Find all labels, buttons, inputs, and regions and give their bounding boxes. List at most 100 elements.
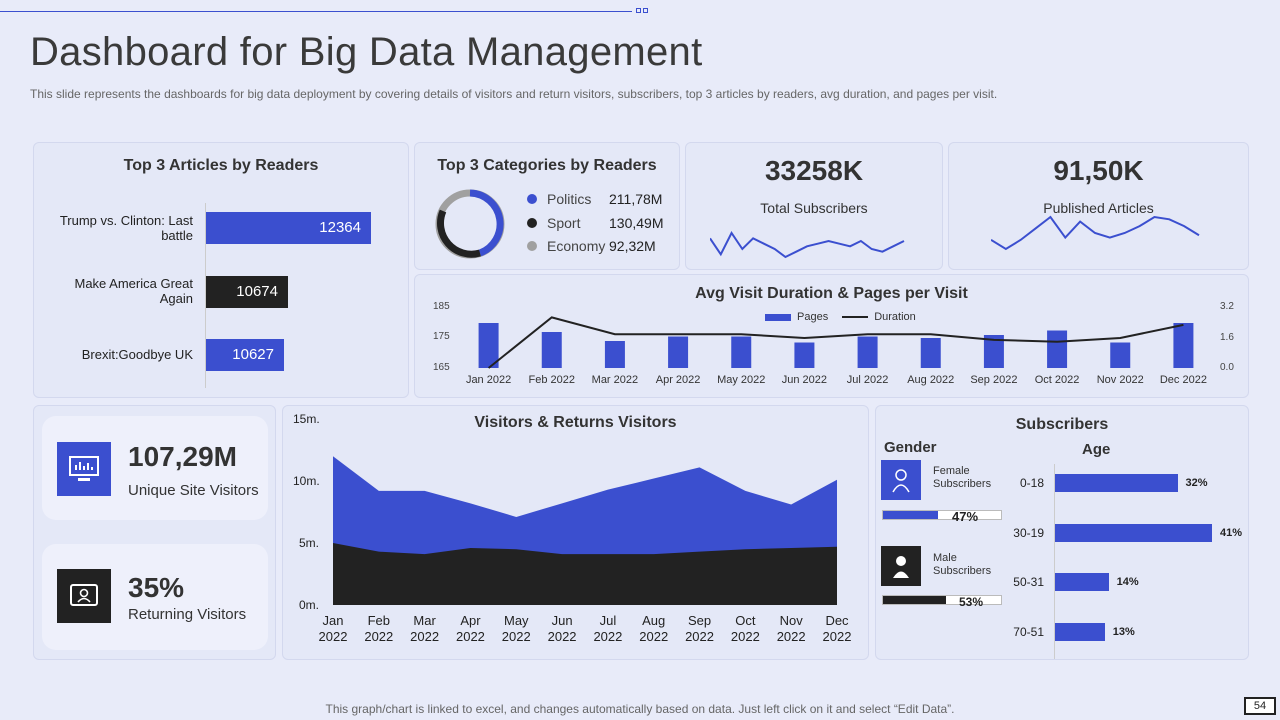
gender-title: Gender: [884, 439, 937, 456]
legend-dot: [527, 241, 537, 251]
female-pct: 47%: [952, 509, 979, 524]
x-tick: Dec 2022: [1159, 374, 1207, 386]
x-tick: Feb 2022: [528, 374, 575, 386]
legend-dot: [527, 218, 537, 228]
age-label: 0-18: [1019, 476, 1044, 490]
category-name: Economy: [547, 238, 606, 254]
x-tick: Feb 2022: [364, 613, 394, 644]
visitors-area-chart[interactable]: [283, 406, 870, 661]
age-bar[interactable]: [1055, 474, 1178, 492]
page-subtitle: This slide represents the dashboards for…: [30, 87, 998, 101]
pages-bar[interactable]: [1173, 323, 1194, 368]
top-decoration: [636, 8, 648, 13]
visitors-title: Visitors & Returns Visitors: [474, 414, 677, 431]
pages-bar[interactable]: [1110, 342, 1131, 369]
age-label: 30-19: [1013, 525, 1044, 540]
male-label: Male Subscribers: [933, 552, 992, 577]
article-bar[interactable]: 12364: [206, 212, 371, 244]
categories-title: Top 3 Categories by Readers: [437, 157, 657, 174]
donut-slice-politics[interactable]: [469, 189, 504, 257]
y2-tick: 1.6: [1220, 332, 1234, 343]
x-tick: Mar 2022: [410, 613, 440, 644]
age-bar[interactable]: [1055, 573, 1109, 591]
unique-visitors-label: Unique Site Visitors: [128, 482, 259, 499]
category-value: 130,49M: [609, 215, 664, 231]
pages-bar[interactable]: [857, 336, 878, 369]
x-tick: Jun 2022: [547, 613, 577, 644]
x-tick: Dec 2022: [822, 613, 852, 644]
pages-bar[interactable]: [541, 332, 562, 368]
category-value: 92,32M: [609, 238, 656, 254]
visitors-card[interactable]: Visitors & Returns Visitors 15m. 10m. 5m…: [282, 405, 869, 660]
male-user-icon: [881, 546, 921, 586]
age-title: Age: [1082, 441, 1111, 458]
pages-bar[interactable]: [920, 338, 941, 368]
y-tick: 175: [433, 331, 450, 342]
articles-card[interactable]: Top 3 Articles by Readers Trump vs. Clin…: [33, 142, 409, 398]
category-row: Sport 130,49M: [527, 213, 663, 233]
unique-visitors-panel[interactable]: 107,29M Unique Site Visitors: [42, 416, 268, 520]
returning-visitors-value: 35%: [128, 572, 185, 603]
pages-bar[interactable]: [983, 335, 1004, 368]
pages-bar[interactable]: [668, 336, 689, 369]
article-bar[interactable]: 10627: [206, 339, 284, 371]
article-bar[interactable]: 10674: [206, 276, 288, 308]
total-subscribers-value: 33258K: [764, 155, 864, 186]
categories-donut[interactable]: [432, 186, 508, 262]
y2-tick: 0.0: [1220, 362, 1234, 373]
female-pct-bar: [882, 510, 1002, 520]
returning-visitors-panel[interactable]: 35% Returning Visitors: [42, 544, 268, 650]
male-pct: 53%: [959, 595, 984, 609]
age-pct: 13%: [1112, 625, 1135, 638]
subscribers-card[interactable]: Subscribers Gender Age Female Subscriber…: [875, 405, 1249, 660]
category-name: Sport: [547, 215, 581, 231]
subscribers-sparkline: [710, 231, 905, 259]
avg-visit-chart[interactable]: [415, 275, 1250, 399]
pages-bar[interactable]: [478, 323, 499, 368]
pages-bar[interactable]: [731, 336, 752, 369]
published-articles-card[interactable]: 91,50K Published Articles: [948, 142, 1249, 270]
pages-bar[interactable]: [604, 341, 625, 368]
category-name: Politics: [547, 191, 592, 207]
avg-visit-card[interactable]: Avg Visit Duration & Pages per Visit Pag…: [414, 274, 1249, 398]
x-tick: Aug 2022: [639, 613, 669, 644]
y-tick: 10m.: [293, 474, 320, 488]
female-label: Female Subscribers: [933, 465, 992, 490]
age-bar[interactable]: [1055, 622, 1105, 641]
pages-bar[interactable]: [1047, 330, 1068, 369]
visitor-stats-card: 107,29M Unique Site Visitors 35% Returni…: [33, 405, 276, 660]
x-tick: Mar 2022: [591, 374, 639, 386]
x-tick: Apr 2022: [655, 374, 701, 386]
articles-sparkline: [991, 215, 1200, 251]
unique-visitors-value: 107,29M: [128, 441, 237, 472]
categories-card[interactable]: Top 3 Categories by Readers Politics 211…: [414, 142, 680, 270]
age-bar[interactable]: [1055, 523, 1212, 542]
article-label: Make America Great Again: [74, 276, 194, 306]
age-axis: [1054, 464, 1055, 659]
male-pct-fill: [883, 596, 946, 604]
x-tick: Jul 2022: [846, 374, 889, 386]
donut-slice-sport[interactable]: [437, 209, 481, 258]
age-pct: 14%: [1116, 576, 1139, 588]
x-tick: Sep 2022: [685, 613, 714, 644]
x-tick: Jun 2022: [781, 374, 828, 386]
x-tick: Jan 2022: [465, 374, 512, 386]
article-label: Brexit:Goodbye UK: [81, 347, 193, 362]
returns-visitors-area[interactable]: [333, 543, 837, 605]
x-tick: May 2022: [717, 374, 766, 386]
female-user-icon: [881, 460, 921, 500]
y-tick: 15m.: [293, 412, 320, 426]
footer-note: This graph/chart is linked to excel, and…: [325, 702, 955, 716]
pages-bar[interactable]: [794, 342, 815, 369]
duration-line[interactable]: [487, 316, 1184, 369]
total-subscribers-card[interactable]: 33258K Total Subscribers: [685, 142, 943, 270]
legend-dot: [527, 194, 537, 204]
x-tick: Apr 2022: [455, 613, 485, 644]
article-label: Trump vs. Clinton: Last battle: [59, 213, 193, 243]
subscribers-title: Subscribers: [1015, 416, 1109, 433]
y2-tick: 3.2: [1220, 301, 1234, 312]
returning-visitors-label: Returning Visitors: [128, 606, 247, 623]
page-title: Dashboard for Big Data Management: [30, 30, 703, 74]
female-pct-fill: [883, 511, 939, 519]
page-number: 54: [1244, 697, 1276, 715]
